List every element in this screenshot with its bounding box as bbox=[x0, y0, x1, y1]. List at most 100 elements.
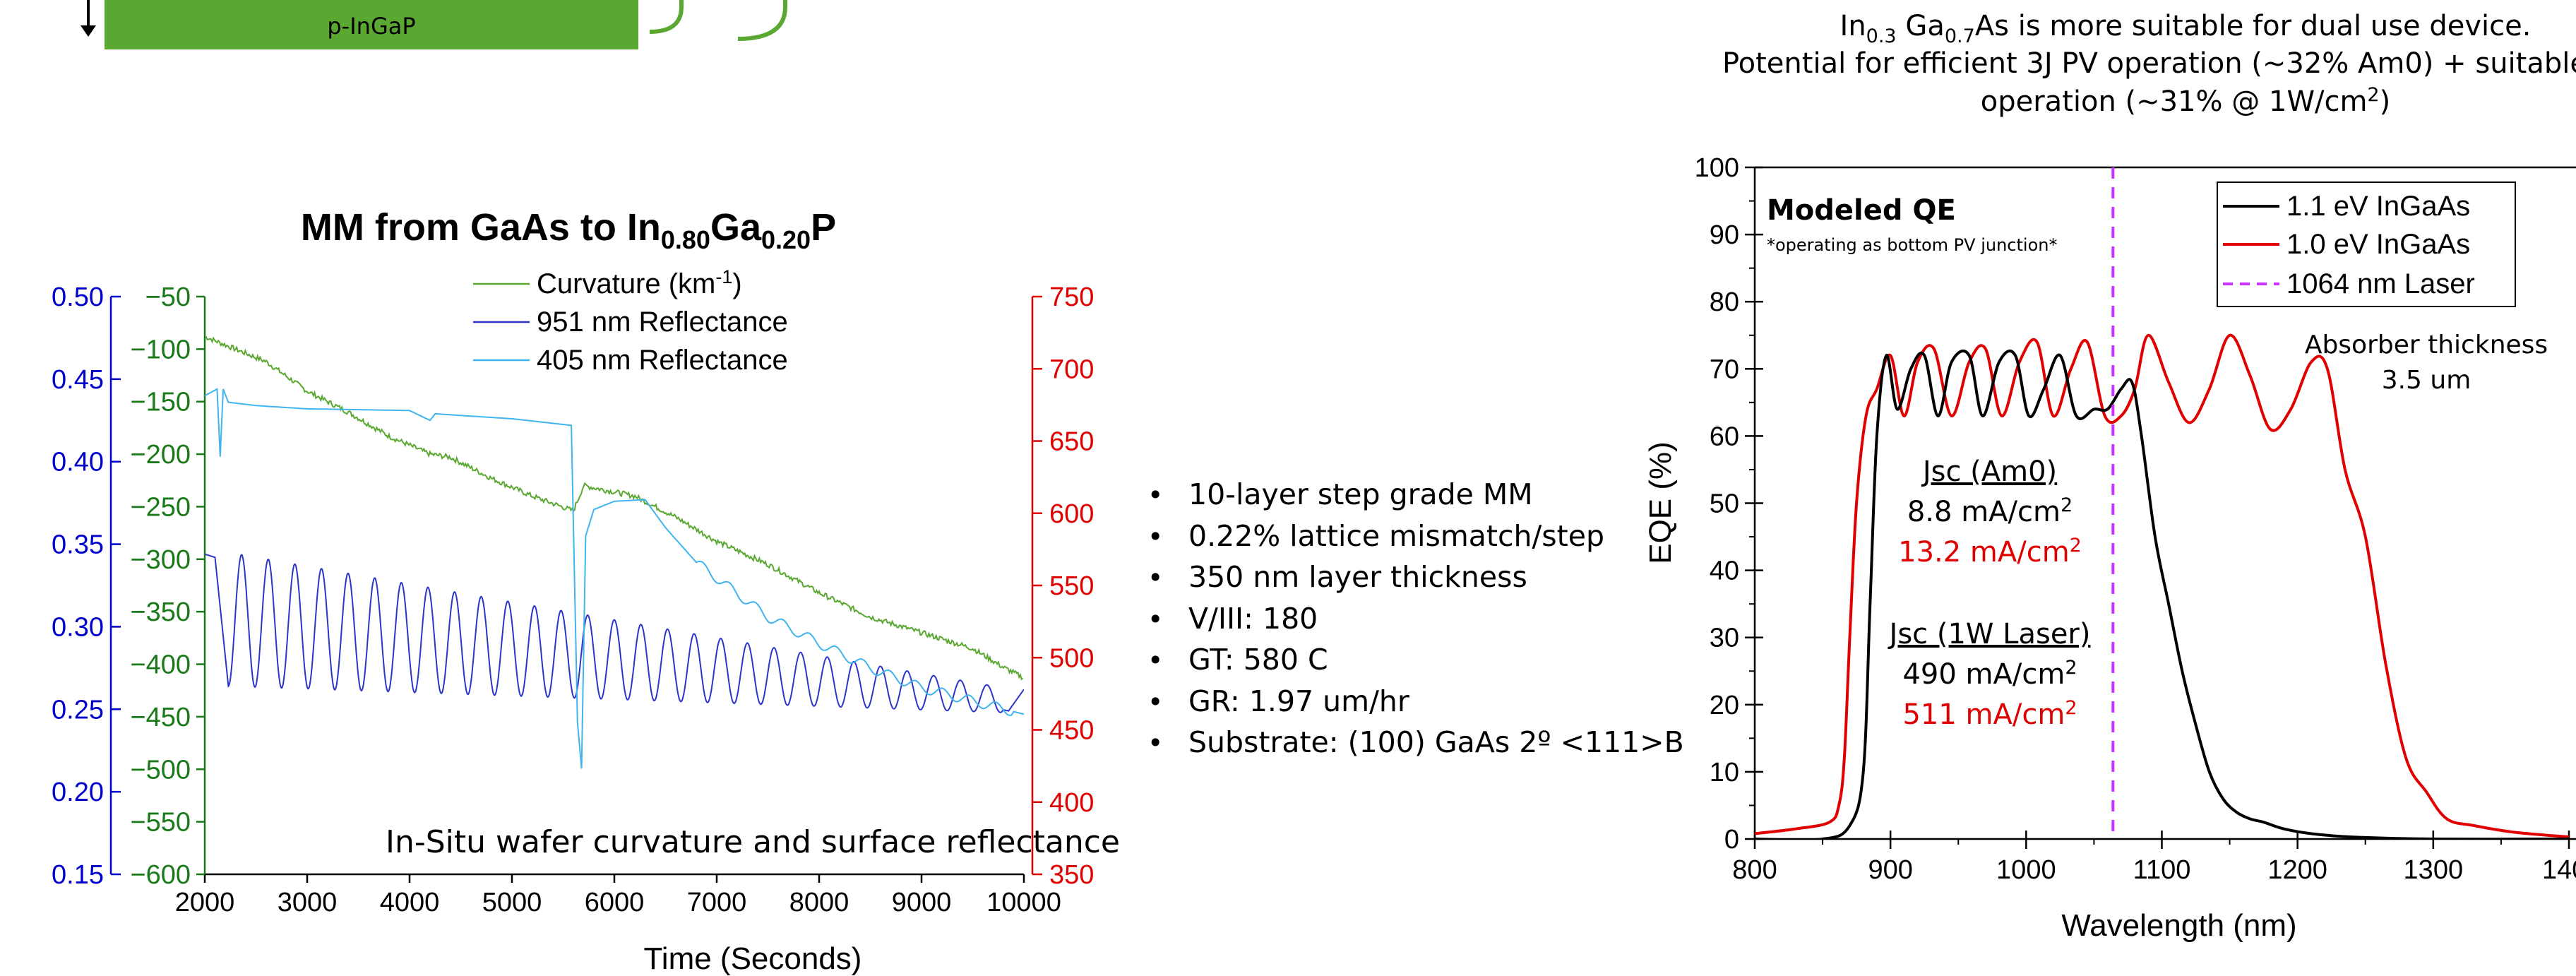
bullet-dot: • bbox=[1147, 480, 1164, 511]
header-sub-2: 0.7 bbox=[1945, 25, 1975, 47]
jsc-am0-red: 13.2 mA/cm2 bbox=[1898, 535, 2082, 569]
curvature-tick-label: −500 bbox=[130, 755, 191, 785]
right-x-tick-label: 140 bbox=[2542, 855, 2576, 885]
left-x-tick-label: 8000 bbox=[789, 888, 849, 917]
bullet-item: • GR: 1.97 um/hr bbox=[1147, 682, 1684, 723]
right-x-tick-label: 800 bbox=[1732, 855, 1777, 885]
temperature-tick-label: 400 bbox=[1049, 788, 1094, 818]
bullet-item: • 350 nm layer thickness bbox=[1147, 557, 1684, 599]
left-chart-title: MM from GaAs to In0.80Ga0.20P bbox=[301, 206, 836, 254]
jsc-laser-black: 490 mA/cm2 bbox=[1902, 657, 2077, 691]
left-annotation: In-Situ wafer curvature and surface refl… bbox=[386, 824, 1120, 860]
right-x-tick-label: 1100 bbox=[2133, 855, 2191, 885]
reflectance-tick-label: 0.50 bbox=[52, 282, 104, 312]
eqe-10ev-line bbox=[1755, 333, 2570, 839]
right-x-tick-label: 1200 bbox=[2267, 855, 2327, 885]
temperature-tick-label: 450 bbox=[1049, 716, 1094, 746]
left-series-group bbox=[205, 335, 1024, 769]
process-bullets: • 10-layer step grade MM • 0.22% lattice m… bbox=[1147, 475, 1684, 764]
jsc-laser-red: 511 mA/cm2 bbox=[1902, 697, 2077, 731]
right-y-tick-label: 90 bbox=[1710, 220, 1739, 250]
legend-curvature-tail: ) bbox=[732, 268, 741, 299]
right-x-tick-label: 1000 bbox=[1996, 855, 2056, 885]
temperature-tick-label: 350 bbox=[1049, 860, 1094, 890]
right-y-tick-label: 0 bbox=[1724, 825, 1739, 855]
right-x-tick-label: 900 bbox=[1868, 855, 1912, 885]
reflectance-tick-label: 0.35 bbox=[52, 530, 104, 560]
right-y-tick-label: 40 bbox=[1710, 557, 1739, 586]
right-y-tick-label: 10 bbox=[1710, 758, 1739, 787]
right-y-tick-label: 70 bbox=[1710, 355, 1739, 384]
bullet-text: Substrate: (100) GaAs 2º <111>B bbox=[1188, 725, 1684, 759]
bullet-item: • 0.22% lattice mismatch/step bbox=[1147, 516, 1684, 558]
header-ga: Ga bbox=[1897, 10, 1945, 42]
left-x-tick-label: 5000 bbox=[482, 888, 542, 917]
growth-arrow-head bbox=[80, 25, 96, 37]
left-x-tick-label: 6000 bbox=[585, 888, 645, 917]
left-x-tick-label: 7000 bbox=[687, 888, 747, 917]
left-x-tick-label: 9000 bbox=[892, 888, 952, 917]
left-x-tick-label: 10000 bbox=[986, 888, 1061, 917]
temperature-tick-label: 500 bbox=[1049, 643, 1094, 673]
left-xlabel: Time (Seconds) bbox=[644, 941, 862, 976]
bullet-text: V/III: 180 bbox=[1188, 601, 1318, 636]
jsc-laser-black-value: 490 mA/cm bbox=[1902, 658, 2065, 691]
reflectance-tick-label: 0.20 bbox=[52, 778, 104, 807]
bullet-dot: • bbox=[1147, 603, 1164, 635]
legend-label-405: 405 nm Reflectance bbox=[537, 345, 788, 376]
jsc-am0-black-value: 8.8 mA/cm bbox=[1907, 496, 2061, 528]
curvature-tick-label: −100 bbox=[130, 335, 191, 364]
legend-curvature-text: Curvature (km bbox=[537, 268, 715, 299]
reflectance-951-line bbox=[205, 553, 1024, 713]
left-x-tick-label: 3000 bbox=[278, 888, 338, 917]
right-annotations: Modeled QE *operating as bottom PV junct… bbox=[1767, 194, 2548, 731]
right-legend: 1.1 eV InGaAs 1.0 eV InGaAs 1064 nm Lase… bbox=[2217, 181, 2516, 307]
title-part-c: Ga bbox=[710, 206, 762, 249]
bullet-text: 10-layer step grade MM bbox=[1188, 477, 1533, 511]
bracket-shape-2 bbox=[737, 0, 787, 41]
title-sub-2: 0.20 bbox=[761, 225, 811, 254]
jsc-am0-red-sup: 2 bbox=[2070, 535, 2082, 557]
right-x-tick-label: 1300 bbox=[2404, 855, 2464, 885]
bullet-dot: • bbox=[1147, 686, 1164, 718]
left-plot-area: 2000 3000 4000 5000 6000 7000 8000 9000 10000 0.1… bbox=[52, 282, 1094, 917]
jsc-laser-red-value: 511 mA/cm bbox=[1902, 698, 2065, 731]
header-line3-a: operation (~31% @ 1W/cm bbox=[1981, 85, 2368, 118]
bullet-item: • Substrate: (100) GaAs 2º <111>B bbox=[1147, 722, 1684, 764]
bullet-dot: • bbox=[1147, 727, 1164, 758]
jsc-am0-black: 8.8 mA/cm2 bbox=[1907, 494, 2073, 528]
legend-label-curvature: Curvature (km-1) bbox=[537, 266, 742, 299]
layer-stack-fragment: p-InGaP bbox=[80, 0, 787, 49]
bullet-item: • GT: 580 C bbox=[1147, 640, 1684, 682]
right-xlabel: Wavelength (nm) bbox=[2061, 908, 2296, 943]
p-ingap-layer bbox=[105, 0, 638, 49]
right-y-tick-label: 60 bbox=[1710, 422, 1739, 451]
reflectance-tick-label: 0.45 bbox=[52, 365, 104, 395]
header-sub-1: 0.3 bbox=[1866, 25, 1897, 47]
right-header-line-3: operation (~31% @ 1W/cm2) bbox=[1981, 84, 2390, 118]
temperature-tick-label: 600 bbox=[1049, 499, 1094, 529]
legend-label-951: 951 nm Reflectance bbox=[537, 307, 788, 338]
temperature-tick-label: 550 bbox=[1049, 571, 1094, 601]
bullet-text: 350 nm layer thickness bbox=[1188, 560, 1527, 594]
curvature-tick-label: −200 bbox=[130, 440, 191, 470]
jsc-laser-red-sup: 2 bbox=[2065, 697, 2077, 719]
bracket-shape-1 bbox=[649, 0, 684, 34]
temperature-tick-label: 650 bbox=[1049, 427, 1094, 457]
reflectance-tick-label: 0.25 bbox=[52, 695, 104, 725]
jsc-am0-heading: Jsc (Am0) bbox=[1921, 456, 2057, 488]
bullet-dot: • bbox=[1147, 645, 1164, 676]
curvature-tick-label: −600 bbox=[130, 860, 191, 890]
right-y-tick-label: 80 bbox=[1710, 287, 1739, 317]
curvature-tick-label: −250 bbox=[130, 492, 191, 522]
header-line3-b: ) bbox=[2380, 85, 2391, 118]
right-y-tick-label: 20 bbox=[1710, 691, 1739, 720]
curvature-tick-label: −550 bbox=[130, 808, 191, 838]
curvature-tick-label: −50 bbox=[145, 282, 191, 312]
absorber-label-1: Absorber thickness bbox=[2305, 331, 2548, 359]
right-series-group bbox=[1755, 333, 2570, 839]
legend-curvature-sup: -1 bbox=[715, 266, 732, 287]
jsc-laser-heading: Jsc (1W Laser) bbox=[1888, 618, 2091, 650]
operating-note: *operating as bottom PV junction* bbox=[1767, 235, 2057, 255]
